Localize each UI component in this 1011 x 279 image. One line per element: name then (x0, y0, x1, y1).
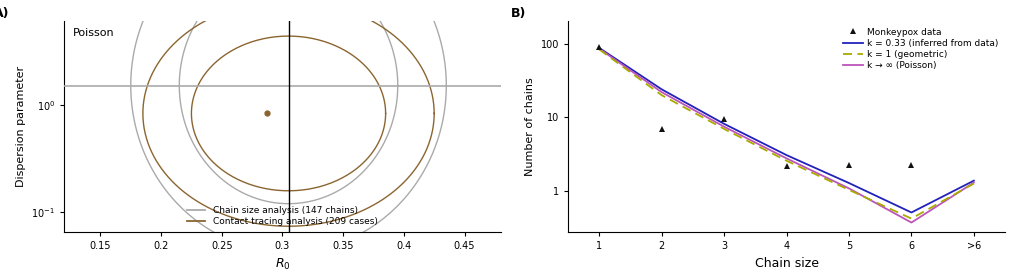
Text: A): A) (0, 7, 9, 20)
Legend: Chain size analysis (147 chains), Contact tracing analysis (209 cases): Chain size analysis (147 chains), Contac… (185, 205, 379, 228)
X-axis label: Chain size: Chain size (754, 257, 818, 270)
Text: Poisson: Poisson (73, 28, 114, 38)
Text: B): B) (511, 7, 526, 20)
Legend: Monkeypox data, k = 0.33 (inferred from data), k = 1 (geometric), k → ∞ (Poisson: Monkeypox data, k = 0.33 (inferred from … (840, 26, 1000, 72)
Y-axis label: Number of chains: Number of chains (525, 78, 535, 176)
Y-axis label: Dispersion parameter: Dispersion parameter (15, 66, 25, 187)
X-axis label: $R_0$: $R_0$ (274, 257, 290, 272)
